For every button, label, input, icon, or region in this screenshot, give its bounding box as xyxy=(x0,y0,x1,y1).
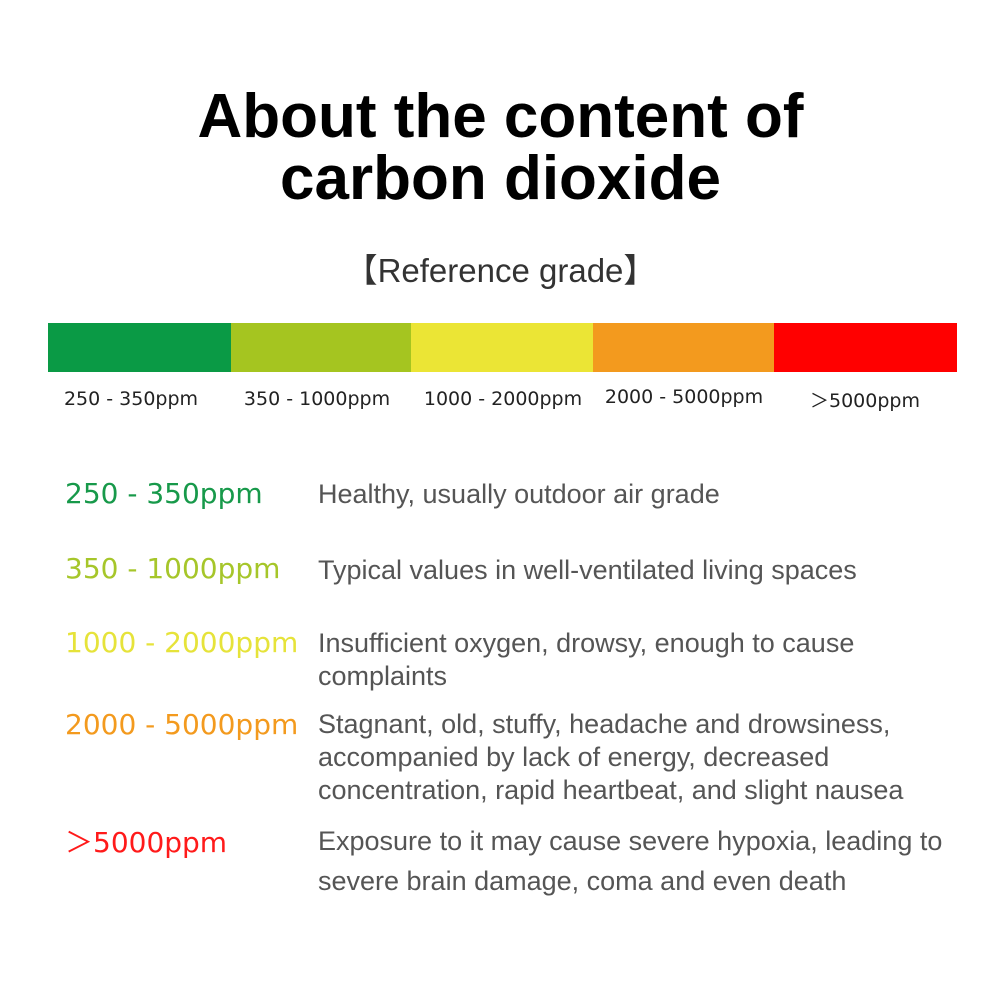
grade-range: ＞5000ppm xyxy=(65,826,228,859)
grade-range: 1000 - 2000ppm xyxy=(65,626,299,659)
grade-range: 250 - 350ppm xyxy=(65,477,263,510)
grade-description: Insufficient oxygen, drowsy, enough to c… xyxy=(318,628,855,691)
scale-label: 2000 - 5000ppm xyxy=(604,386,764,408)
scale-label: 1000 - 2000ppm xyxy=(423,388,583,410)
grade-range: 2000 - 5000ppm xyxy=(65,708,299,741)
scale-segment xyxy=(48,323,231,372)
scale-label: 350 - 1000ppm xyxy=(243,388,391,410)
scale-segment xyxy=(231,323,411,372)
title-line: About the content of xyxy=(197,82,804,151)
grade-description: Healthy, usually outdoor air grade xyxy=(318,479,720,509)
scale-label: 250 - 350ppm xyxy=(63,388,199,410)
scale-label: ＞5000ppm xyxy=(810,390,920,412)
scale-segment xyxy=(411,323,593,372)
grade-description: Exposure to it may cause severe hypoxia,… xyxy=(318,826,943,896)
grade-range: 350 - 1000ppm xyxy=(65,552,281,585)
title-line: carbon dioxide xyxy=(280,144,721,213)
grade-description: Typical values in well-ventilated living… xyxy=(318,555,857,585)
scale-segment xyxy=(774,323,957,372)
subtitle: 【Reference grade】 xyxy=(344,252,657,289)
grade-description: Stagnant, old, stuffy, headache and drow… xyxy=(318,709,904,805)
scale-segment xyxy=(593,323,774,372)
